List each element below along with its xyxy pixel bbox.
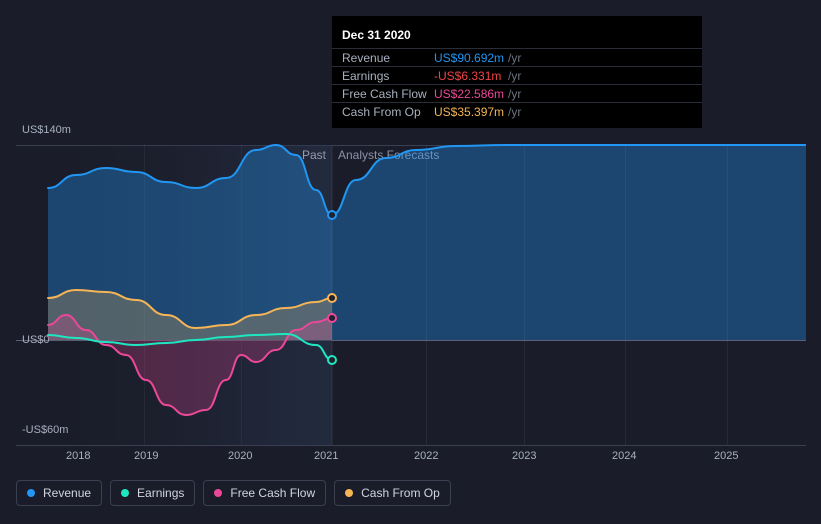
x-label-7: 2025 — [714, 450, 738, 462]
tooltip-suffix: /yr — [508, 51, 521, 65]
x-label-1: 2019 — [134, 450, 158, 462]
tooltip-row-revenue: Revenue US$90.692m /yr — [332, 48, 702, 66]
tooltip-suffix: /yr — [508, 87, 521, 101]
tooltip-value: US$22.586m — [434, 87, 504, 101]
tooltip-suffix: /yr — [508, 69, 521, 83]
tooltip-row-fcf: Free Cash Flow US$22.586m /yr — [332, 84, 702, 102]
tooltip-value: US$35.397m — [434, 105, 504, 119]
tooltip-suffix: /yr — [508, 105, 521, 119]
legend-label: Free Cash Flow — [230, 486, 315, 500]
tooltip-value: US$90.692m — [434, 51, 504, 65]
tooltip-label: Cash From Op — [342, 105, 434, 119]
chart-canvas — [16, 120, 806, 450]
legend-item-earnings[interactable]: Earnings — [110, 480, 195, 506]
x-label-4: 2022 — [414, 450, 438, 462]
tooltip-label: Revenue — [342, 51, 434, 65]
tooltip-row-earnings: Earnings -US$6.331m /yr — [332, 66, 702, 84]
tooltip-label: Free Cash Flow — [342, 87, 434, 101]
tooltip: Dec 31 2020 Revenue US$90.692m /yr Earni… — [332, 16, 702, 128]
tooltip-label: Earnings — [342, 69, 434, 83]
legend: Revenue Earnings Free Cash Flow Cash Fro… — [16, 480, 451, 506]
x-label-5: 2023 — [512, 450, 536, 462]
x-label-3: 2021 — [314, 450, 338, 462]
x-label-6: 2024 — [612, 450, 636, 462]
legend-item-fcf[interactable]: Free Cash Flow — [203, 480, 326, 506]
legend-item-revenue[interactable]: Revenue — [16, 480, 102, 506]
legend-label: Revenue — [43, 486, 91, 500]
legend-item-cfo[interactable]: Cash From Op — [334, 480, 451, 506]
legend-label: Earnings — [137, 486, 184, 500]
legend-label: Cash From Op — [361, 486, 440, 500]
tooltip-value: -US$6.331m — [434, 69, 504, 83]
tooltip-date: Dec 31 2020 — [332, 24, 702, 48]
legend-dot — [121, 489, 129, 497]
legend-dot — [27, 489, 35, 497]
x-label-0: 2018 — [66, 450, 90, 462]
x-label-2: 2020 — [228, 450, 252, 462]
tooltip-row-cfo: Cash From Op US$35.397m /yr — [332, 102, 702, 120]
legend-dot — [214, 489, 222, 497]
legend-dot — [345, 489, 353, 497]
